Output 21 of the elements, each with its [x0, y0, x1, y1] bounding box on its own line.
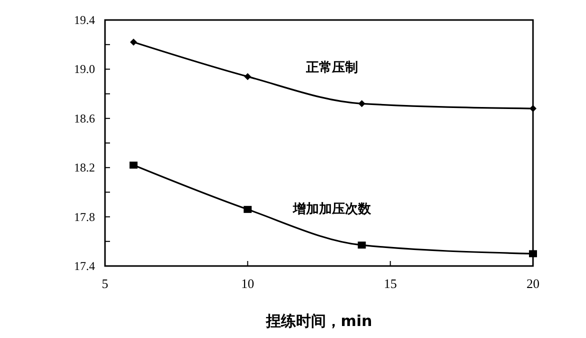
y-tick-label: 18.6 [74, 111, 95, 126]
point [244, 206, 252, 213]
series-label: 正常压制 [304, 60, 358, 76]
y-tick-label: 17.8 [74, 210, 95, 224]
point [130, 38, 138, 46]
x-tick-label: 15 [384, 276, 397, 291]
point [244, 73, 252, 80]
point [130, 162, 138, 169]
y-tick-label: 19.0 [74, 62, 95, 76]
x-axis-title: 捏练时间，min [264, 312, 372, 330]
series-label: 增加加压次数 [292, 202, 372, 218]
point [529, 250, 537, 258]
point [358, 242, 366, 249]
x-tick-label: 10 [241, 276, 254, 291]
point [358, 100, 366, 108]
y-tick-label: 18.2 [74, 160, 95, 175]
x-tick-label: 20 [526, 276, 540, 291]
y-tick-label: 17.4 [74, 259, 95, 273]
point [530, 105, 536, 112]
x-tick-label: 5 [102, 276, 108, 291]
y-tick-label: 19.4 [74, 13, 95, 27]
